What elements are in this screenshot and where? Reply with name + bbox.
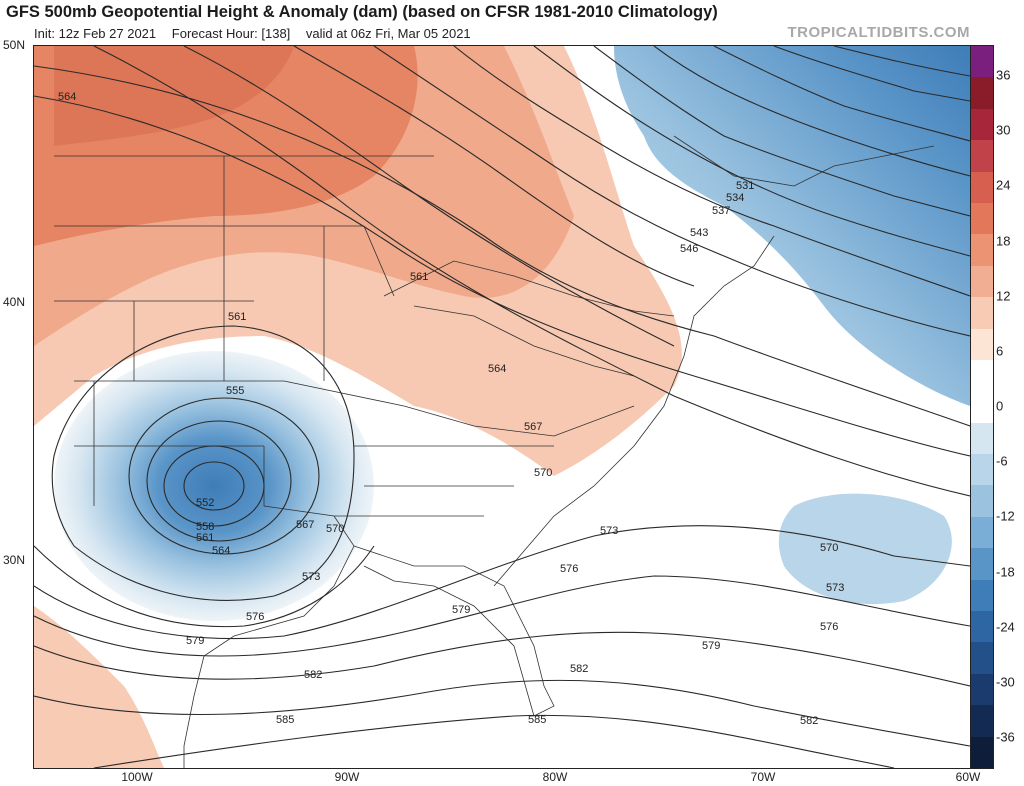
colorbar-tick-label: -12 xyxy=(996,508,1015,524)
colorbar-segment xyxy=(971,579,993,612)
warm-anomaly-south xyxy=(34,606,164,768)
valid-time: valid at 06z Fri, Mar 05 2021 xyxy=(305,26,471,41)
lat-label-40n: 40N xyxy=(3,295,26,309)
contour-label: 552 xyxy=(196,497,214,509)
contour-label: 564 xyxy=(488,363,506,375)
contour-label: 573 xyxy=(600,525,618,537)
forecast-hour: Forecast Hour: [138] xyxy=(171,26,291,41)
run-info: Init: 12z Feb 27 2021 Forecast Hour: [13… xyxy=(34,26,483,41)
contour-label: 573 xyxy=(826,582,844,594)
colorbar-segment xyxy=(971,297,993,329)
contour-label: 579 xyxy=(186,635,204,647)
colorbar-segment xyxy=(971,234,993,266)
init-time: Init: 12z Feb 27 2021 xyxy=(34,26,157,41)
contour-label: 582 xyxy=(304,669,322,681)
lon-label-90w: 90W xyxy=(334,770,360,784)
contour-label: 531 xyxy=(736,180,754,192)
colorbar-segment xyxy=(971,611,993,643)
lat-label-50n: 50N xyxy=(3,38,26,52)
colorbar-segment xyxy=(971,265,993,298)
colorbar-segment xyxy=(971,328,993,360)
colorbar-tick-label: -18 xyxy=(996,564,1015,579)
colorbar-segment xyxy=(971,705,993,737)
contour-label: 582 xyxy=(800,715,818,727)
lon-label-80w: 80W xyxy=(542,770,568,784)
contour-label: 570 xyxy=(820,542,838,554)
contour-label: 558 xyxy=(196,521,214,533)
warm-anomaly-core xyxy=(54,46,294,146)
contour-label: 564 xyxy=(58,91,76,103)
contour-labels: 564 561 561 555 552 558 561 564 567 570 … xyxy=(58,91,844,727)
contour-label: 573 xyxy=(302,571,320,583)
colorbar-tick-label: 6 xyxy=(996,343,1004,359)
contour-label: 585 xyxy=(528,714,546,726)
contour-label: 555 xyxy=(226,385,244,397)
colorbar-tick-label: -6 xyxy=(996,453,1008,469)
contour-label: 564 xyxy=(212,545,230,557)
map-panel: 564 561 561 555 552 558 561 564 567 570 … xyxy=(33,45,971,769)
colorbar-segment xyxy=(971,642,993,674)
lat-label-30n: 30N xyxy=(3,553,26,567)
colorbar-segment xyxy=(971,140,993,172)
cold-anomaly-northeast xyxy=(614,46,970,406)
contour-label: 570 xyxy=(326,523,344,535)
colorbar-segment xyxy=(971,673,993,706)
contour-label: 576 xyxy=(820,621,838,633)
colorbar-tick-label: 30 xyxy=(996,122,1011,138)
colorbar-segment xyxy=(971,171,993,203)
colorbar-tick-label: 12 xyxy=(996,288,1011,304)
contour-label: 534 xyxy=(726,192,744,204)
colorbar-segment xyxy=(971,485,993,517)
height-contours xyxy=(34,46,970,768)
watermark: TROPICALTIDBITS.COM xyxy=(787,24,970,41)
cold-anomaly-atlantic xyxy=(778,493,952,605)
colorbar-segment xyxy=(971,516,993,549)
contour-label: 579 xyxy=(702,640,720,652)
lon-label-60w: 60W xyxy=(955,770,981,784)
colorbar-tick-label: -24 xyxy=(996,619,1015,635)
contour-label: 579 xyxy=(452,604,470,616)
colorbar-tick-label: 0 xyxy=(996,398,1004,414)
colorbar-segment xyxy=(971,548,993,580)
contour-label: 567 xyxy=(296,519,314,531)
anomaly-map: 564 561 561 555 552 558 561 564 567 570 … xyxy=(34,46,970,768)
contour-label: 561 xyxy=(196,532,214,544)
lon-label-70w: 70W xyxy=(750,770,776,784)
contour-label: 561 xyxy=(228,311,246,323)
colorbar-segment xyxy=(971,77,993,109)
contour-label: 567 xyxy=(524,421,542,433)
colorbar-tick-label: 36 xyxy=(996,67,1011,83)
cold-anomaly-low xyxy=(54,351,374,621)
colorbar-segment xyxy=(971,454,993,486)
contour-label: 543 xyxy=(690,227,708,239)
colorbar xyxy=(970,45,994,769)
contour-label: 582 xyxy=(570,663,588,675)
contour-label: 585 xyxy=(276,714,294,726)
colorbar-tick-label: 24 xyxy=(996,177,1011,193)
colorbar-segment xyxy=(971,359,993,392)
boundaries xyxy=(54,135,935,768)
colorbar-segment xyxy=(971,108,993,141)
colorbar-segment xyxy=(971,422,993,455)
colorbar-tick-label: 18 xyxy=(996,233,1011,248)
colorbar-segment xyxy=(971,46,993,78)
lon-label-100w: 100W xyxy=(121,770,153,784)
contour-label: 576 xyxy=(246,611,264,623)
contour-label: 537 xyxy=(712,205,730,217)
contour-label: 576 xyxy=(560,563,578,575)
contour-label: 546 xyxy=(680,243,698,255)
colorbar-tick-label: -30 xyxy=(996,674,1015,690)
colorbar-segment xyxy=(971,736,993,768)
contour-label: 570 xyxy=(534,467,552,479)
colorbar-segment xyxy=(971,202,993,235)
colorbar-segment xyxy=(971,391,993,423)
colorbar-tick-label: -36 xyxy=(996,729,1015,745)
map-title: GFS 500mb Geopotential Height & Anomaly … xyxy=(6,3,718,21)
contour-label: 561 xyxy=(410,271,428,283)
